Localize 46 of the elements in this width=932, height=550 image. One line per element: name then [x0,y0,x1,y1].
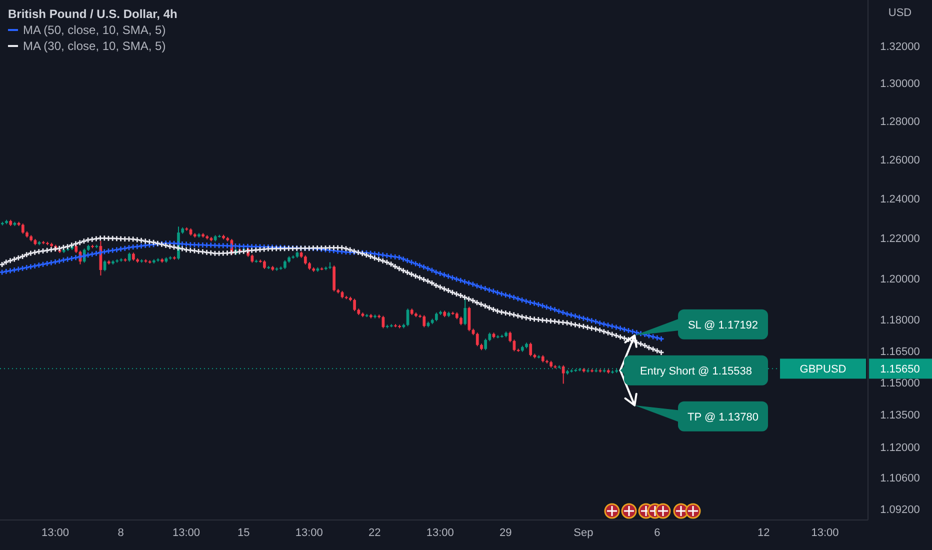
y-tick-label: 1.18000 [880,314,920,327]
annotation: SL @ 1.17192 [688,319,758,332]
x-tick-label: 6 [654,526,660,539]
candlestick [422,314,426,328]
y-tick-label: 1.15650 [880,364,920,376]
ref-line-label: GBPUSD [800,364,846,376]
y-tick-label: 1.22000 [880,233,920,246]
candlestick [476,332,479,347]
annotation: TP @ 1.13780 [688,411,758,424]
y-tick-label: 1.32000 [880,40,920,53]
x-tick-label: 13:00 [426,526,454,539]
y-tick-label: 1.13500 [880,409,920,422]
y-axis-title: USD [888,7,912,19]
x-tick-label: 12 [757,526,770,539]
candlestick [353,298,356,312]
y-tick-label: 1.09200 [880,504,920,516]
y-tick-label: 1.26000 [880,154,920,166]
candlestick [484,338,487,351]
x-tick-label: 15 [237,526,250,539]
y-tick-label: 1.30000 [880,78,920,90]
candlestick [562,364,565,384]
x-tick-label: 29 [500,526,512,539]
y-tick-label: 1.28000 [880,116,920,128]
x-tick-label: Sep [574,526,594,539]
x-tick-label: 8 [118,526,124,539]
annotation: Entry Short @ 1.15538 [640,365,752,378]
y-tick-label: 1.20000 [880,274,920,286]
x-tick-label: 13:00 [172,526,200,539]
y-tick-label: 1.10600 [880,472,920,485]
y-tick-label: 1.15000 [880,377,920,390]
candlestick [529,342,532,357]
legend-label: MA (30, close, 10, SMA, 5) [23,38,166,54]
x-tick-label: 13:00 [295,526,323,539]
x-tick-label: 13:00 [811,526,839,539]
candlestick [332,265,336,292]
candlestick [128,252,131,262]
x-tick-label: 13:00 [42,526,70,539]
text: British Pound / U.S. Dollar, 4h [8,6,178,22]
candlestick [508,331,512,343]
candlestick [304,254,307,266]
y-tick-label: 1.24000 [880,193,920,206]
candlestick [21,223,24,234]
y-tick-label: 1.16500 [880,346,920,358]
y-tick-label: 1.12000 [880,442,920,454]
legend-label: MA (50, close, 10, SMA, 5) [23,22,166,38]
x-tick-label: 22 [368,526,381,539]
